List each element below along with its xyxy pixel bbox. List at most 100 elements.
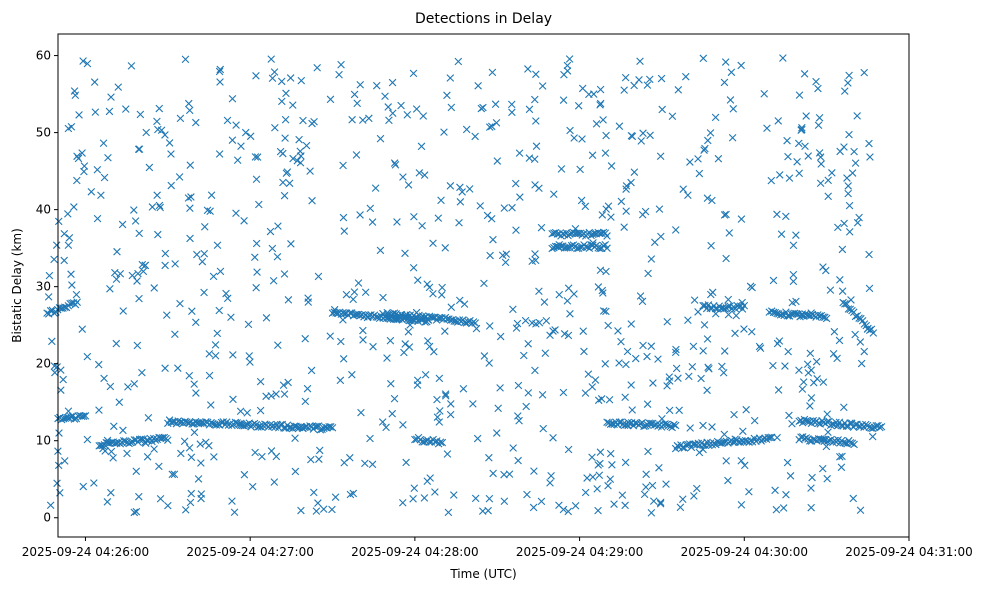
data-point [866, 153, 874, 161]
data-point [588, 453, 596, 462]
data-point [663, 317, 672, 326]
data-point [565, 55, 574, 63]
data-point [433, 395, 441, 404]
data-point [786, 472, 795, 480]
data-point [128, 271, 137, 280]
data-point [229, 395, 237, 404]
data-point [135, 294, 143, 303]
data-point [826, 286, 835, 294]
data-point [610, 500, 618, 508]
data-point [356, 211, 364, 219]
data-point [772, 505, 781, 514]
data-point [771, 486, 779, 495]
data-point [488, 68, 497, 77]
data-point [134, 269, 142, 278]
data-point [268, 74, 277, 83]
data-point [493, 157, 502, 165]
data-point [596, 99, 605, 108]
data-point [246, 132, 255, 141]
data-point [615, 359, 623, 367]
data-point [807, 484, 815, 492]
data-point [621, 458, 630, 467]
data-point [648, 481, 657, 490]
data-point [704, 136, 712, 145]
y-axis: 0 10 20 30 40 50 60 [36, 49, 58, 525]
data-point [68, 281, 76, 289]
data-point [398, 498, 407, 507]
data-point [246, 358, 254, 366]
data-point [110, 422, 118, 431]
data-point [639, 129, 647, 138]
data-point [48, 337, 56, 346]
data-point [438, 438, 447, 447]
data-point [530, 155, 539, 163]
data-point [202, 438, 210, 447]
data-point [302, 141, 311, 150]
data-point [599, 289, 607, 297]
data-point [670, 420, 678, 429]
data-point [215, 67, 224, 76]
data-point [601, 360, 610, 368]
data-point [228, 497, 236, 505]
data-point [230, 508, 239, 517]
data-point [560, 70, 568, 79]
data-point [584, 370, 593, 378]
data-point [176, 114, 185, 123]
data-point [637, 137, 646, 145]
data-point [187, 193, 195, 201]
data-point [838, 287, 847, 295]
data-point [581, 488, 590, 497]
data-point [427, 313, 436, 321]
data-point [348, 370, 356, 379]
data-point [72, 290, 81, 299]
data-point [387, 379, 395, 388]
data-point [359, 116, 367, 124]
data-point [161, 131, 169, 139]
data-point [853, 112, 861, 120]
data-point [269, 276, 278, 285]
data-point [818, 464, 827, 473]
data-point [532, 117, 540, 125]
data-point [769, 361, 777, 370]
data-point [187, 489, 196, 498]
data-point [385, 116, 393, 125]
data-point [83, 435, 92, 444]
data-point [798, 123, 806, 132]
data-point [622, 207, 630, 215]
x-tick-label: 2025-09-24 04:30:00 [681, 545, 808, 559]
data-point [525, 105, 534, 114]
data-point [498, 251, 507, 260]
data-point [747, 327, 756, 336]
data-point [388, 109, 397, 118]
data-point [591, 376, 600, 384]
data-point [64, 210, 72, 218]
data-point [515, 416, 523, 425]
data-point [455, 296, 464, 305]
data-point [164, 501, 172, 510]
data-point [191, 118, 200, 127]
data-point [845, 130, 853, 139]
data-point [541, 349, 550, 357]
data-point [271, 123, 279, 132]
data-point [855, 213, 863, 222]
data-point [97, 191, 105, 200]
data-point [353, 99, 361, 108]
data-point [181, 55, 190, 64]
data-point [564, 507, 573, 516]
data-point [99, 139, 108, 147]
data-point [383, 354, 391, 362]
data-point [253, 153, 262, 161]
data-point [674, 86, 683, 94]
data-point [236, 407, 245, 416]
data-point [118, 220, 127, 229]
data-point [823, 410, 832, 418]
data-point [369, 342, 377, 351]
data-point [473, 434, 482, 443]
data-point [258, 452, 266, 461]
data-point [119, 426, 127, 435]
data-point [857, 359, 866, 368]
data-point [642, 470, 650, 479]
data-point [382, 423, 390, 432]
y-tick-label: 60 [36, 49, 51, 63]
